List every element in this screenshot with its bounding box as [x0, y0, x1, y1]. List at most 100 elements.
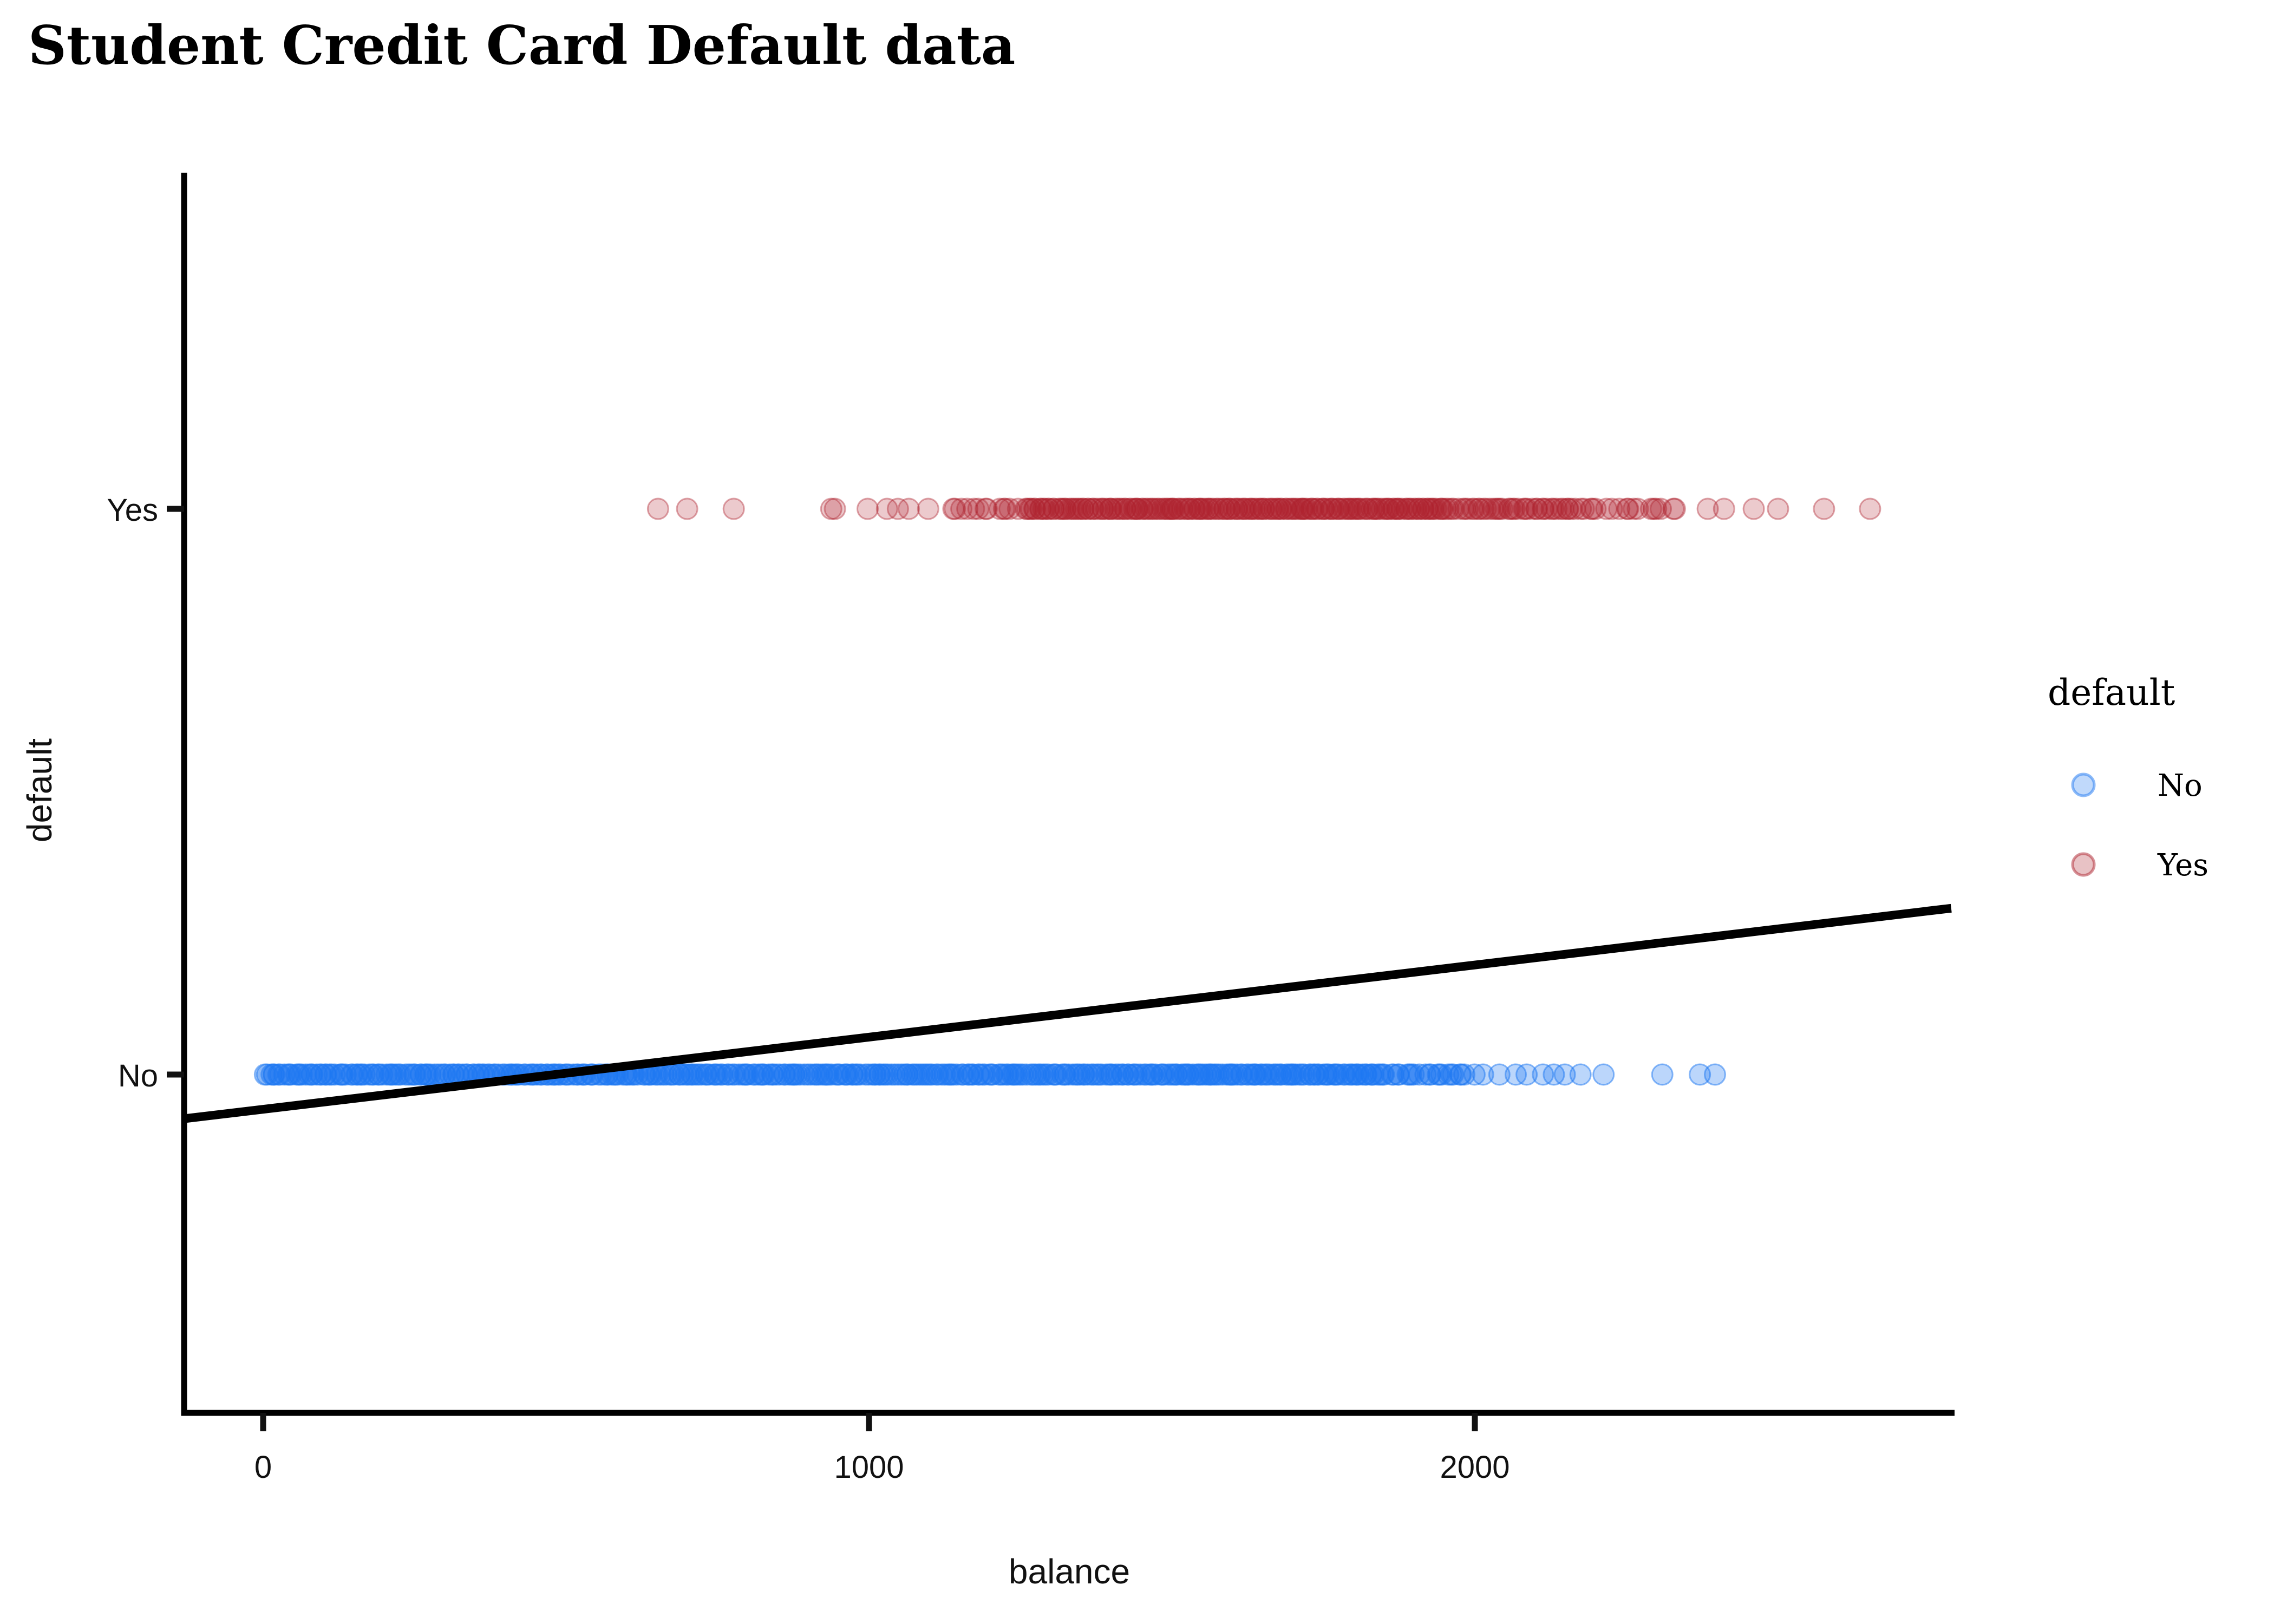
data-point-yes	[1155, 497, 1178, 520]
data-point-yes	[1532, 497, 1555, 520]
data-point-yes	[1399, 497, 1422, 520]
data-point-yes	[1626, 497, 1649, 520]
data-point-yes	[820, 497, 842, 520]
data-point-yes	[1600, 497, 1623, 520]
data-point-yes	[1136, 497, 1159, 520]
data-point-yes	[1564, 497, 1586, 520]
data-point-yes	[1232, 497, 1254, 520]
data-point-yes	[1386, 497, 1409, 520]
data-point-yes	[1151, 497, 1174, 520]
data-point-yes	[1217, 497, 1239, 520]
data-point-yes	[1325, 497, 1348, 520]
data-point-yes	[1123, 497, 1146, 520]
data-point-yes	[1572, 497, 1595, 520]
data-point-yes	[1189, 497, 1212, 520]
data-point-yes	[1454, 497, 1476, 520]
data-point-yes	[1616, 497, 1638, 520]
data-point-yes	[1456, 497, 1479, 520]
data-point-no	[1442, 1063, 1465, 1086]
data-point-yes	[1556, 497, 1579, 520]
y-tick-label-yes: Yes	[107, 493, 158, 528]
data-point-yes	[1205, 497, 1228, 520]
data-point-yes	[1284, 497, 1307, 520]
data-point-yes	[1225, 497, 1248, 520]
data-point-yes	[1146, 497, 1169, 520]
data-point-yes	[1696, 497, 1719, 520]
data-point-yes	[1092, 497, 1114, 520]
data-point-yes	[1213, 497, 1236, 520]
legend-label-yes: Yes	[2157, 848, 2208, 883]
data-point-yes	[1482, 497, 1505, 520]
data-point-yes	[1311, 497, 1334, 520]
x-tick-label-1000: 1000	[834, 1450, 904, 1485]
data-point-yes	[1095, 497, 1118, 520]
data-point-yes	[1253, 497, 1276, 520]
data-point-yes	[1118, 497, 1141, 520]
data-point-yes	[646, 497, 669, 520]
data-point-yes	[975, 497, 997, 520]
data-point-yes	[1037, 497, 1060, 520]
data-point-yes	[1266, 497, 1289, 520]
data-point-yes	[1467, 497, 1490, 520]
data-point-yes	[1252, 497, 1275, 520]
data-point-yes	[1163, 497, 1186, 520]
data-point-yes	[1386, 497, 1409, 520]
data-point-yes	[1663, 497, 1686, 520]
data-point-yes	[1197, 497, 1220, 520]
data-point-yes	[1126, 497, 1149, 520]
data-point-yes	[1032, 497, 1055, 520]
data-point-yes	[1213, 497, 1236, 520]
data-point-yes	[1560, 497, 1583, 520]
data-point-yes	[1249, 497, 1271, 520]
data-point-yes	[1542, 497, 1565, 520]
data-point-yes	[1378, 497, 1401, 520]
data-point-yes	[1029, 497, 1052, 520]
data-point-yes	[1570, 497, 1592, 520]
data-point-yes	[1233, 497, 1256, 520]
data-point-yes	[1042, 497, 1065, 520]
data-point-yes	[1383, 497, 1406, 520]
data-point-yes	[1374, 497, 1396, 520]
data-point-yes	[1072, 497, 1094, 520]
legend-label-no: No	[2158, 768, 2203, 803]
data-point-yes	[1188, 497, 1211, 520]
data-point-yes	[1813, 497, 1835, 520]
data-point-yes	[1395, 497, 1418, 520]
data-point-no	[1402, 1063, 1425, 1086]
data-point-yes	[1334, 497, 1356, 520]
data-point-yes	[1210, 497, 1232, 520]
data-point-yes	[1270, 497, 1292, 520]
data-point-yes	[1291, 497, 1314, 520]
data-point-yes	[1259, 497, 1282, 520]
data-point-yes	[1452, 497, 1475, 520]
data-point-yes	[875, 497, 898, 520]
data-point-yes	[1322, 497, 1344, 520]
legend-marker-yes	[2071, 852, 2096, 877]
data-point-yes	[1167, 497, 1190, 520]
data-point-yes	[1134, 497, 1157, 520]
data-point-yes	[1301, 497, 1323, 520]
axis-lines	[181, 173, 1955, 1416]
data-point-yes	[857, 497, 879, 520]
data-point-yes	[1291, 497, 1314, 520]
data-point-yes	[1608, 497, 1631, 520]
data-point-yes	[1191, 497, 1214, 520]
data-point-yes	[1366, 497, 1389, 520]
data-point-yes	[1503, 497, 1526, 520]
data-point-yes	[1219, 497, 1241, 520]
data-point-yes	[1742, 497, 1765, 520]
data-point-yes	[1280, 497, 1303, 520]
data-point-yes	[1412, 497, 1435, 520]
data-point-yes	[1332, 497, 1354, 520]
data-point-yes	[1305, 497, 1328, 520]
y-axis-label: default	[20, 738, 59, 842]
data-point-yes	[1015, 497, 1037, 520]
data-point-yes	[1356, 497, 1378, 520]
data-point-yes	[1067, 497, 1089, 520]
data-point-no	[1704, 1063, 1726, 1086]
data-point-yes	[1382, 497, 1404, 520]
data-point-yes	[1054, 497, 1076, 520]
data-point-yes	[1662, 497, 1685, 520]
data-point-yes	[1488, 497, 1511, 520]
data-point-no	[1117, 1063, 1140, 1086]
